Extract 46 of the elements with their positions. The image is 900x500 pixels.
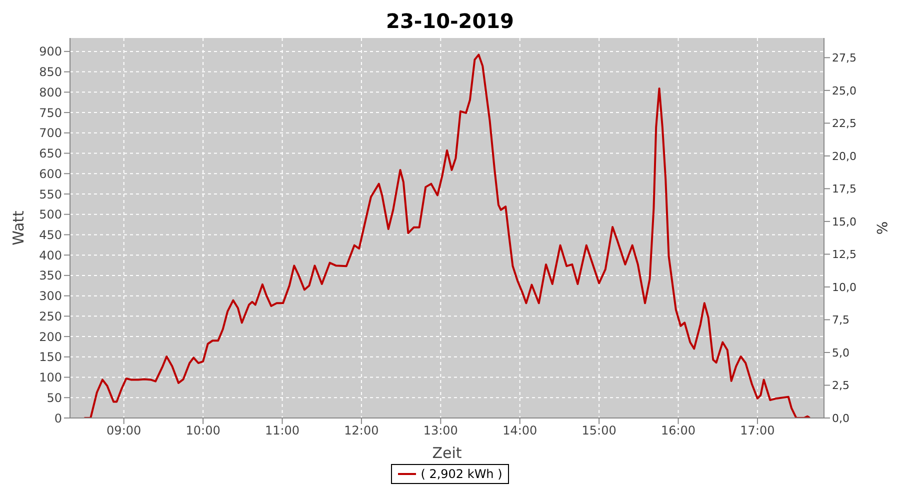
- y-tick-label: 650: [39, 146, 62, 161]
- y2-tick-label: 12,5: [832, 248, 856, 262]
- y2-tick-label: 5,0: [832, 346, 850, 360]
- y2-tick-label: 7,5: [832, 314, 850, 327]
- x-tick-label: 09:00: [106, 424, 142, 438]
- y-tick-label: 150: [39, 350, 62, 364]
- y2-tick-label: 20,0: [832, 150, 856, 163]
- y-tick-label: 400: [39, 248, 62, 262]
- y-tick-label: 900: [39, 44, 62, 59]
- y-tick-label: 350: [39, 268, 62, 283]
- y2-tick-label: 25,0: [832, 84, 856, 98]
- x-axis-title: Zeit: [432, 444, 462, 462]
- legend-label: ( 2,902 kWh ): [420, 467, 502, 481]
- x-tick-label: 14:00: [502, 424, 538, 438]
- y-axis-title: Watt: [9, 210, 28, 246]
- x-tick-label: 11:00: [264, 424, 300, 438]
- x-tick-label: 13:00: [423, 424, 458, 438]
- y2-tick-label: 10,0: [832, 280, 856, 294]
- x-tick-label: 15:00: [582, 424, 616, 438]
- y2-tick-label: 17,5: [832, 182, 856, 196]
- y-tick-label: 250: [39, 309, 62, 324]
- chart-title: 23-10-2019: [385, 8, 515, 34]
- y-tick-label: 750: [39, 106, 62, 120]
- line-series: [83, 54, 811, 418]
- x-tick-label: 17:00: [740, 424, 775, 438]
- y-tick-label: 300: [39, 289, 62, 304]
- y-tick-label: 0: [54, 411, 62, 426]
- x-tick-label: 10:00: [186, 424, 220, 438]
- y-tick-label: 850: [39, 65, 62, 80]
- y-tick-label: 550: [39, 187, 62, 202]
- y2-tick-label: 15,0: [832, 215, 856, 228]
- y-tick-label: 600: [39, 166, 62, 181]
- y-tick-label: 450: [39, 228, 62, 242]
- y2-tick-label: 22,5: [832, 117, 856, 130]
- y-tick-label: 50: [46, 390, 62, 405]
- y2-tick-label: 0,0: [832, 412, 850, 425]
- y2-tick-label: 27,5: [832, 52, 856, 65]
- y-tick-label: 100: [39, 370, 62, 385]
- x-tick-label: 16:00: [660, 424, 696, 438]
- y2-axis-title: %: [873, 221, 890, 235]
- y-tick-label: 700: [39, 126, 62, 140]
- x-tick-label: 12:00: [344, 424, 379, 438]
- y-tick-label: 200: [39, 330, 62, 344]
- y-tick-label: 800: [39, 85, 62, 100]
- y2-tick-label: 2,5: [832, 379, 850, 392]
- y-tick-label: 500: [39, 208, 62, 222]
